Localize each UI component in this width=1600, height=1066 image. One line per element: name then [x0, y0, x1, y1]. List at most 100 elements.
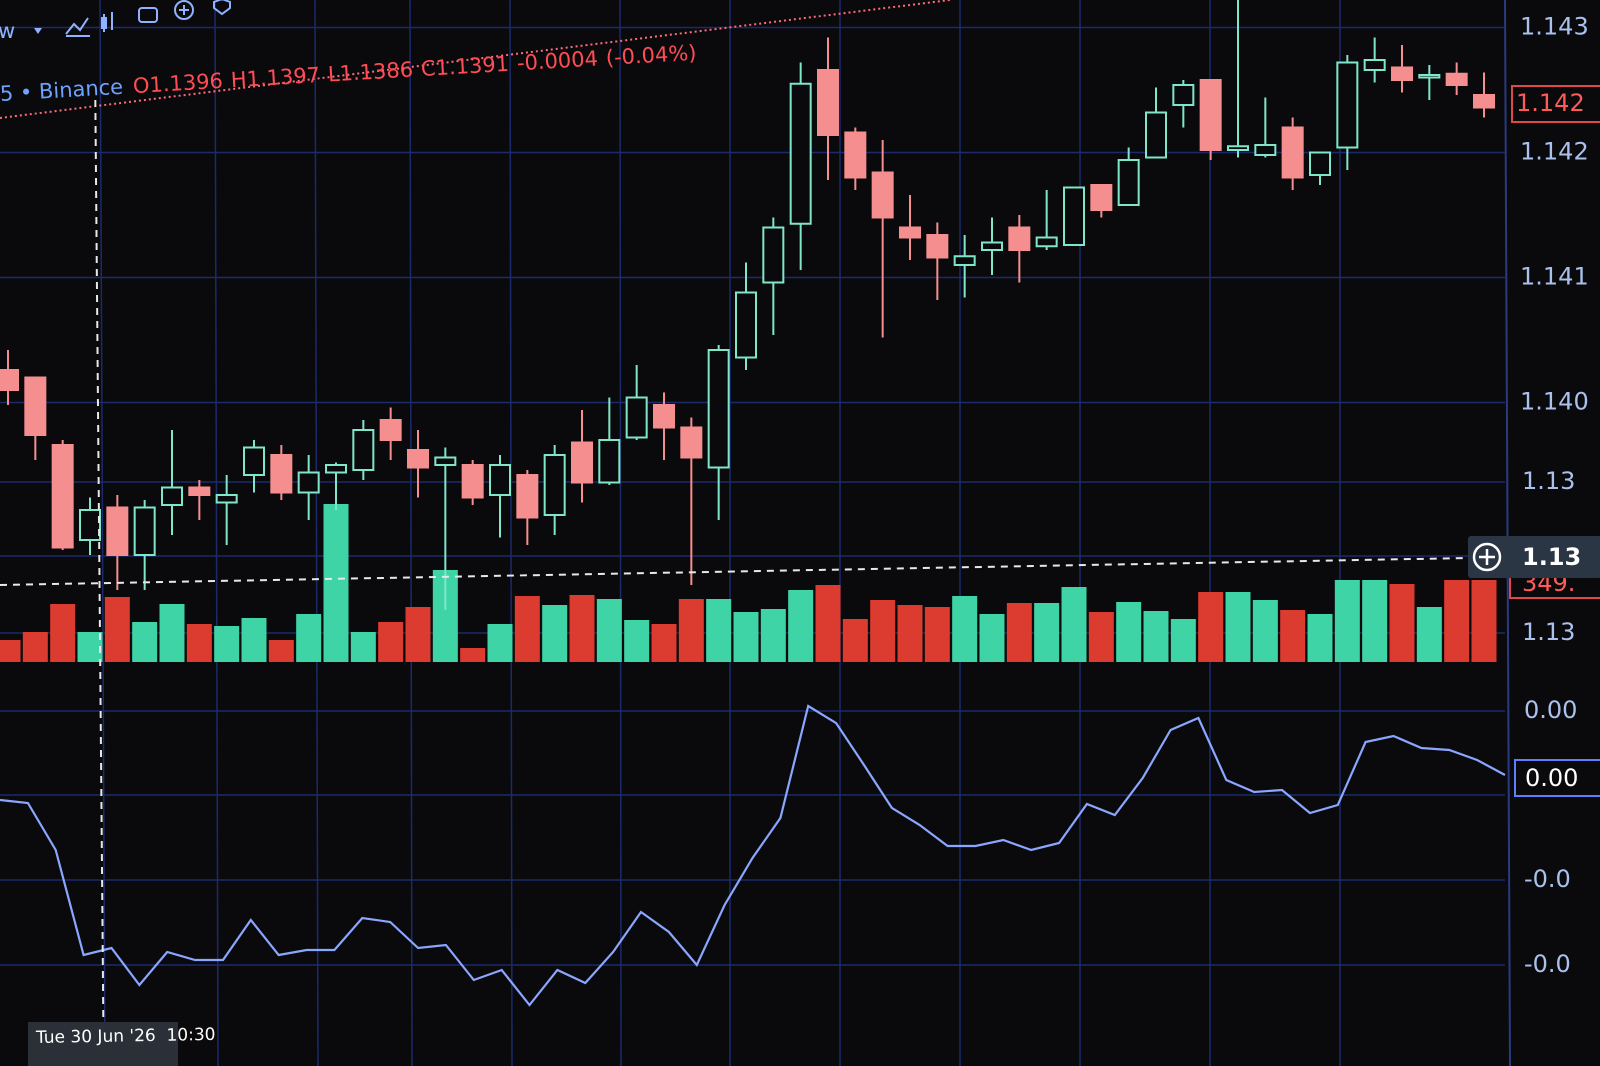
volume-bar: [514, 596, 540, 662]
y-tick-label: -0.0: [1524, 950, 1571, 978]
volume-bar: [1252, 600, 1278, 662]
legend-key: L: [327, 62, 340, 87]
volume-bar: [132, 622, 158, 662]
candle-body: [1281, 126, 1304, 179]
candle-body: [461, 464, 484, 499]
toolbar: w: [0, 0, 231, 43]
volume-bar: [77, 632, 103, 662]
volume-bar: [1006, 603, 1032, 662]
alert-icon[interactable]: [213, 0, 231, 16]
volume-bar: [159, 604, 185, 662]
volume-bar: [22, 632, 48, 662]
candle-body: [24, 376, 47, 436]
volume-bar: [460, 648, 486, 662]
volume-bar: [897, 605, 923, 662]
candle-body: [1418, 74, 1441, 79]
candle-body: [215, 494, 238, 504]
volume-bar: [842, 619, 868, 662]
volume-bar: [1225, 592, 1251, 662]
volume-bar: [870, 600, 896, 662]
indicator-icon[interactable]: [65, 17, 90, 37]
add-icon[interactable]: [174, 0, 194, 20]
volume-bar: [268, 640, 294, 662]
volume-bar: [979, 614, 1005, 662]
volume-bar: [596, 599, 622, 662]
grid-line: [214, 0, 219, 1066]
volume-bar: [788, 590, 814, 662]
candle-body: [1445, 72, 1468, 86]
grid-line: [509, 0, 513, 1066]
candle-body: [1008, 226, 1031, 251]
volume-bar: [1362, 580, 1388, 662]
volume-bar: [706, 599, 732, 662]
candle-body: [1254, 144, 1277, 156]
candle-body: [1063, 186, 1085, 246]
volume-bar: [1170, 619, 1196, 662]
legend-value: 1.1396: [149, 69, 224, 97]
dropdown-icon[interactable]: [34, 28, 42, 34]
candle-body: [188, 486, 211, 496]
last-price: 1.142: [1516, 89, 1585, 117]
volume-bar: [569, 595, 595, 662]
candle-body: [434, 456, 457, 466]
volume-bar: [1307, 614, 1333, 662]
candle-body: [0, 369, 19, 391]
axis-border: [1504, 0, 1511, 1066]
legend-change: -0.0004: [516, 46, 598, 75]
candle-body: [1227, 145, 1249, 151]
volume-bar: [1198, 592, 1224, 662]
candle-body: [899, 226, 921, 239]
volume-bar: [1116, 602, 1142, 662]
crosshair-vertical: [94, 99, 105, 1023]
volume-bar: [678, 599, 704, 662]
volume-bar: [1034, 603, 1060, 662]
volume-bar: [1471, 580, 1497, 662]
volume-bar: [378, 622, 404, 662]
volume-bar: [0, 640, 21, 662]
candle-body: [1117, 159, 1140, 206]
candle-body: [325, 464, 347, 474]
grid-line: [409, 0, 413, 1066]
bar-icon[interactable]: [101, 12, 113, 32]
candle-body: [817, 69, 839, 136]
volume-bar: [323, 504, 349, 662]
candle-body: [625, 396, 648, 439]
volume-bar: [1280, 610, 1306, 662]
candle-body: [133, 506, 156, 556]
candle-body: [51, 444, 74, 549]
volume-bar: [651, 624, 677, 662]
grid-line: [314, 0, 319, 1066]
candle-body: [407, 449, 429, 469]
candle-body: [789, 82, 812, 225]
y-tick-label: 0.00: [1524, 696, 1577, 724]
candle-body: [297, 471, 320, 494]
legend-value: 1.1391: [435, 52, 510, 80]
volume-bar: [924, 607, 950, 662]
toolbar-label[interactable]: w: [0, 19, 15, 43]
candle-body: [735, 291, 757, 359]
candle-body: [1145, 111, 1167, 159]
camera-icon[interactable]: [138, 7, 158, 23]
volume-bar: [1061, 587, 1087, 662]
legend-value: 1.1397: [246, 63, 321, 91]
volume-bar: [104, 597, 130, 662]
crosshair-horizontal: [0, 557, 1469, 586]
legend-key: O: [132, 73, 150, 98]
add-alert-button[interactable]: [1472, 542, 1502, 572]
candle-body: [953, 255, 976, 266]
candle-body: [1391, 66, 1413, 81]
candle-body: [79, 509, 101, 541]
candle-body: [243, 446, 265, 476]
crosshair-price: 1.13: [1522, 543, 1581, 571]
volume-bar: [50, 604, 76, 662]
candle-body: [1035, 236, 1058, 248]
volume-bar: [760, 609, 786, 662]
legend-change-pct: (-0.04%): [605, 41, 697, 70]
candle-body: [379, 419, 402, 441]
y-tick-label: 1.140: [1520, 388, 1589, 416]
oscillator-last-box: [1514, 759, 1600, 797]
candle-body: [707, 349, 730, 469]
candle-body: [1199, 79, 1222, 151]
crosshair-price-box: [1468, 536, 1600, 578]
